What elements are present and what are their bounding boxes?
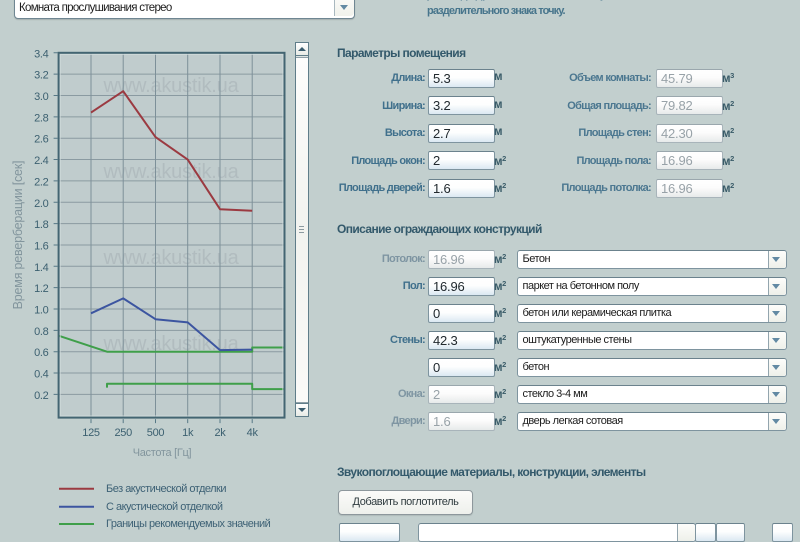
svg-text:2.0: 2.0 <box>34 198 49 210</box>
svg-text:1.0: 1.0 <box>34 305 49 317</box>
svg-text:3.0: 3.0 <box>34 91 49 103</box>
svg-text:1.4: 1.4 <box>34 262 49 274</box>
svg-text:500: 500 <box>147 427 165 439</box>
svg-text:0.8: 0.8 <box>34 326 49 338</box>
svg-text:1k: 1k <box>182 427 194 439</box>
svg-text:3.4: 3.4 <box>34 48 49 60</box>
svg-text:3.2: 3.2 <box>34 70 49 82</box>
svg-text:www.akustik.ua: www.akustik.ua <box>102 247 239 269</box>
svg-text:Границы рекомендуемых значений: Границы рекомендуемых значений <box>106 518 271 530</box>
svg-text:Время реверберации [сек]: Время реверберации [сек] <box>11 161 25 310</box>
svg-text:2.6: 2.6 <box>34 134 49 146</box>
svg-text:Частота [Гц]: Частота [Гц] <box>133 447 192 459</box>
svg-text:0.6: 0.6 <box>34 347 49 359</box>
svg-text:С акустической отделкой: С акустической отделкой <box>106 501 223 513</box>
svg-text:250: 250 <box>114 427 132 439</box>
svg-text:1.6: 1.6 <box>34 240 49 252</box>
svg-text:2k: 2k <box>214 427 226 439</box>
svg-text:1.8: 1.8 <box>34 219 49 231</box>
svg-text:4k: 4k <box>247 427 259 439</box>
svg-text:2.2: 2.2 <box>34 176 49 188</box>
svg-text:125: 125 <box>82 427 100 439</box>
svg-text:0.2: 0.2 <box>34 390 49 402</box>
svg-text:2.4: 2.4 <box>34 155 49 167</box>
svg-text:0.4: 0.4 <box>34 369 49 381</box>
svg-text:2.8: 2.8 <box>34 112 49 124</box>
svg-text:Без акустической отделки: Без акустической отделки <box>106 483 226 495</box>
svg-text:www.akustik.ua: www.akustik.ua <box>102 161 239 183</box>
svg-text:1.2: 1.2 <box>34 283 49 295</box>
svg-text:www.akustik.ua: www.akustik.ua <box>102 75 239 97</box>
